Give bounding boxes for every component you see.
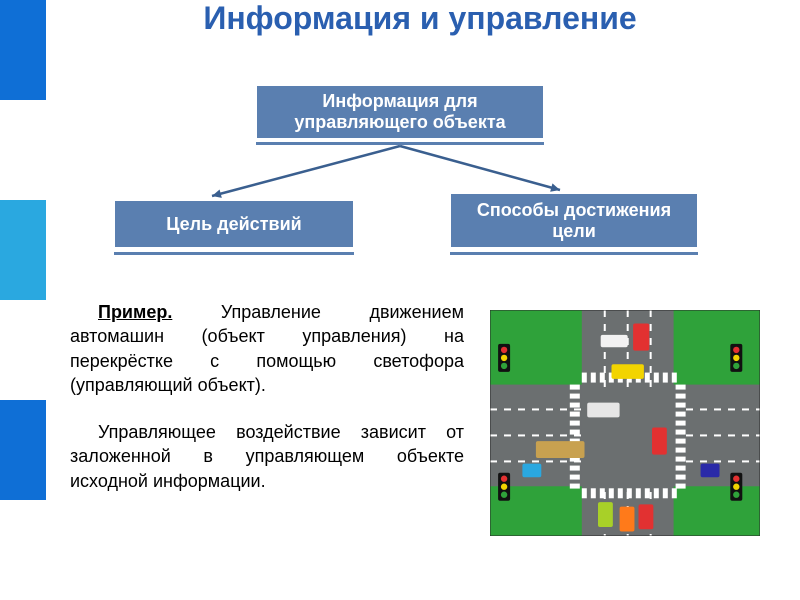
sidebar-seg [0, 200, 46, 300]
intersection-illustration [490, 310, 760, 536]
box-underline [450, 252, 698, 255]
branch-arrows [197, 131, 575, 211]
sidebar-seg [0, 100, 46, 200]
sidebar-seg [0, 300, 46, 400]
sidebar-seg [0, 0, 46, 100]
sidebar-seg [0, 400, 46, 500]
page-title: Информация и управление [60, 2, 780, 36]
sidebar-seg [0, 500, 46, 600]
example-label: Пример. [98, 302, 172, 322]
explanation-paragraph: Управляющее воздействие зависит от залож… [70, 420, 464, 493]
box-underline [114, 252, 354, 255]
sidebar-accent [0, 0, 46, 600]
example-paragraph: Пример. Управление движением автомашин (… [70, 300, 464, 397]
